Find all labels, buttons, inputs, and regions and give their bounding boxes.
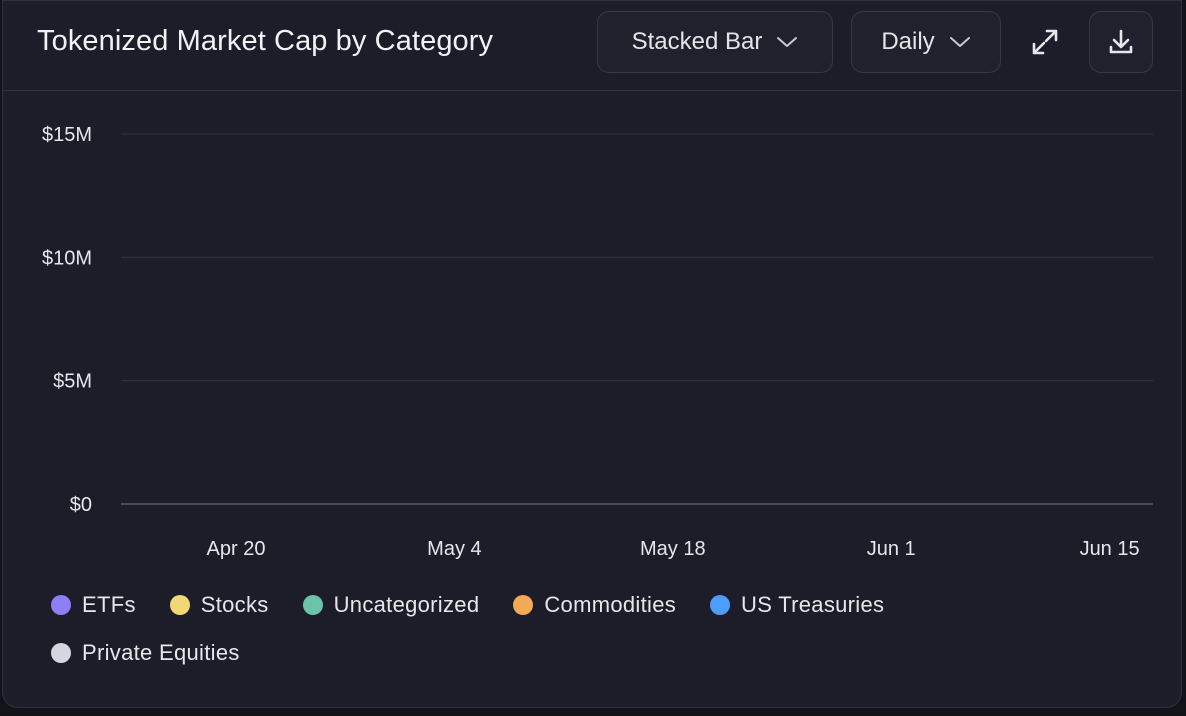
legend-label: Stocks	[200, 592, 269, 617]
expand-button[interactable]	[1017, 11, 1073, 73]
x-tick-label: Jun 1	[867, 538, 916, 560]
legend-label: Private Equities	[82, 640, 240, 665]
y-tick-label: $15M	[42, 124, 92, 146]
legend-item[interactable]: ETFs	[51, 592, 136, 617]
interval-dropdown[interactable]: Daily	[851, 11, 1001, 73]
chart-type-label: Stacked Bar	[631, 28, 763, 55]
legend-item[interactable]: Commodities	[513, 592, 677, 617]
legend-label: ETFs	[82, 592, 136, 617]
download-button[interactable]	[1089, 11, 1153, 73]
x-tick-label: May 4	[427, 538, 481, 560]
chart-area: $0 $5M $10M $15M Apr 20 May 4 May 18 Jun 1 Jun 1…	[3, 91, 1183, 571]
legend-swatch	[302, 595, 323, 615]
download-icon	[1106, 27, 1136, 57]
legend-swatch	[513, 595, 534, 615]
legend-item[interactable]: Private Equities	[51, 640, 240, 665]
y-tick-label: $0	[70, 494, 92, 516]
x-tick-label: Jun 15	[1080, 538, 1140, 560]
legend-label: Commodities	[544, 592, 677, 617]
legend-item[interactable]: Stocks	[169, 592, 269, 617]
legend-swatch	[169, 595, 190, 615]
chart-title: Tokenized Market Cap by Category	[37, 25, 494, 57]
expand-icon	[1030, 27, 1060, 57]
legend-item[interactable]: Uncategorized	[302, 592, 480, 617]
legend-swatch	[710, 595, 731, 615]
x-tick-label: Apr 20	[207, 538, 266, 560]
legend-swatch	[51, 643, 71, 663]
interval-label: Daily	[881, 28, 935, 55]
chart-legend: ETFs Stocks Uncategorized Commodities US Tre…	[51, 592, 951, 665]
legend-item[interactable]: US Treasuries	[710, 592, 885, 617]
y-tick-label: $10M	[42, 247, 92, 269]
legend-label: Uncategorized	[333, 592, 480, 617]
chevron-down-icon	[776, 35, 798, 49]
y-tick-label: $5M	[53, 371, 92, 393]
chart-header: Tokenized Market Cap by Category Stacked…	[3, 1, 1181, 91]
legend-swatch	[51, 595, 71, 615]
x-tick-label: May 18	[640, 538, 706, 560]
legend-label: US Treasuries	[741, 592, 885, 617]
chart-type-dropdown[interactable]: Stacked Bar	[597, 11, 833, 73]
chevron-down-icon	[949, 35, 971, 49]
stacked-bar-chart: $0 $5M $10M $15M Apr 20 May 4 May 18 Jun 1 Jun 1…	[42, 124, 1153, 560]
